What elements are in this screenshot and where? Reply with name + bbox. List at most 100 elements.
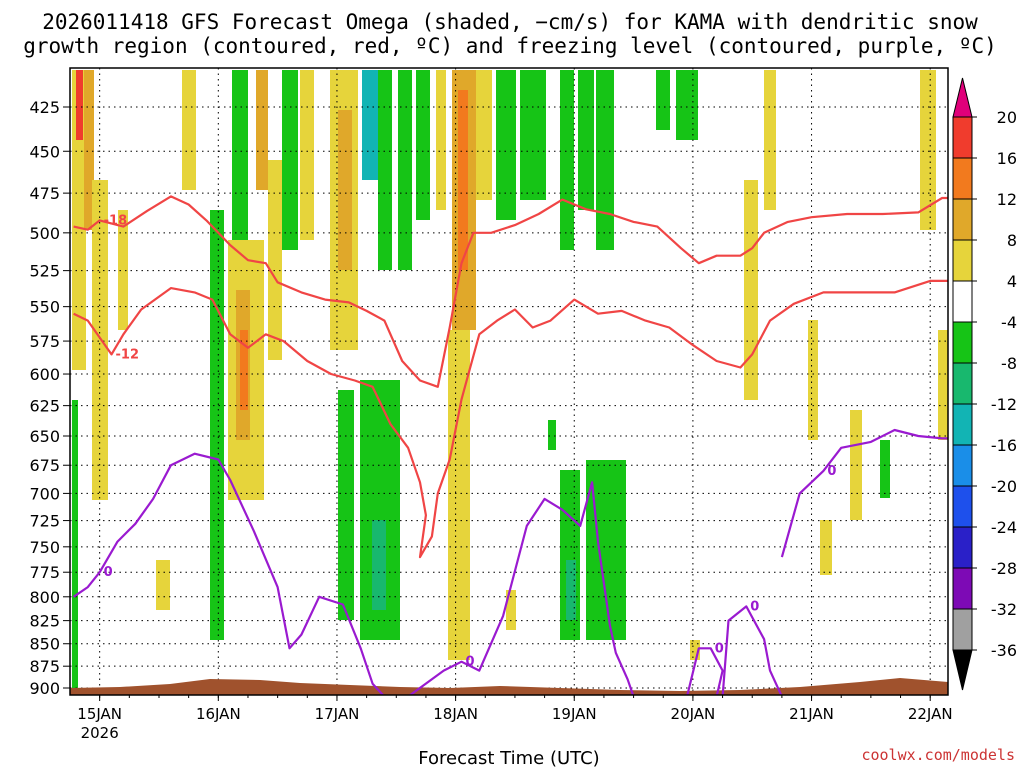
omega-shade-patch [282, 70, 298, 250]
colorbar-swatch [952, 526, 973, 569]
omega-shading [72, 70, 948, 690]
y-tick-label: 775 [29, 563, 60, 582]
omega-shade-patch [920, 70, 936, 230]
x-tick-label: 16JAN [196, 705, 241, 723]
colorbar-swatch [952, 280, 973, 323]
grid-lines [70, 68, 948, 695]
y-tick-label: 550 [29, 298, 60, 317]
colorbar-label: 16 [997, 149, 1017, 168]
y-tick-label: 800 [29, 588, 60, 607]
x-tick-label: 21JAN [789, 705, 834, 723]
contour-line [721, 605, 783, 695]
colorbar-label: 20 [997, 108, 1017, 127]
contour-line [780, 428, 948, 558]
contour-label: -12 [116, 347, 140, 362]
omega-shade-patch [764, 70, 776, 210]
y-tick-label: 750 [29, 538, 60, 557]
colorbar-label: 8 [1007, 231, 1017, 250]
omega-shade-patch [232, 70, 248, 240]
omega-shade-patch [372, 520, 386, 610]
y-tick-label: 450 [29, 142, 60, 161]
plot-frame [69, 67, 949, 696]
colorbar-swatch [952, 485, 973, 528]
colorbar-top-arrow [952, 77, 973, 118]
y-tick-label: 675 [29, 456, 60, 475]
omega-shade-patch [548, 420, 556, 450]
colorbar-swatch [952, 116, 973, 159]
omega-shade-patch [256, 70, 268, 190]
terrain-surface [70, 678, 948, 695]
omega-shade-patch [808, 320, 818, 440]
colorbar-swatch [952, 157, 973, 200]
omega-shade-patch [448, 330, 470, 660]
y-tick-label: 875 [29, 657, 60, 676]
omega-shade-patch [72, 70, 86, 370]
omega-shade-patch [476, 70, 492, 200]
chart-title-line2: growth region (contoured, red, ºC) and f… [23, 34, 997, 58]
y-tick-label: 850 [29, 635, 60, 654]
omega-shade-patch [240, 330, 248, 410]
contour-line [408, 481, 635, 695]
y-tick-label: 650 [29, 427, 60, 446]
x-tick-label: 19JAN [552, 705, 597, 723]
y-tick-label: 475 [29, 184, 60, 203]
omega-shade-patch [850, 410, 862, 520]
colorbar-label: -36 [991, 641, 1017, 660]
omega-shade-patch [210, 210, 224, 640]
colorbar-label: -16 [991, 436, 1017, 455]
credit-text: coolwx.com/models [861, 746, 1015, 764]
colorbar-swatch [952, 608, 973, 651]
omega-shade-patch [676, 70, 698, 140]
contour-line [72, 452, 385, 695]
y-tick-label: 625 [29, 397, 60, 416]
contour-label: 0 [750, 599, 759, 614]
colorbar-label: -4 [1001, 313, 1017, 332]
omega-shade-patch [416, 70, 430, 220]
omega-shade-patch [156, 560, 170, 610]
contour-label: 0 [827, 464, 836, 479]
colorbar: 20 16 12 8 4 -4 -8 -12 -16 -20 -24 -28 -32 -36 [952, 77, 1017, 691]
omega-shade-patch [566, 560, 576, 620]
y-tick-label: 575 [29, 332, 60, 351]
contour-line [686, 647, 724, 695]
omega-shade-patch [656, 70, 670, 130]
omega-shade-patch [880, 440, 890, 498]
colorbar-swatch [952, 362, 973, 405]
omega-shade-patch [496, 70, 516, 220]
colorbar-label: -32 [991, 600, 1017, 619]
colorbar-label: -24 [991, 518, 1017, 537]
contour-line [73, 279, 948, 559]
omega-shade-patch [72, 400, 78, 690]
colorbar-swatch [952, 239, 973, 282]
omega-shade-patch [118, 210, 128, 330]
x-tick-label: 18JAN [433, 705, 478, 723]
omega-shade-patch [268, 160, 282, 360]
contour-labels: -18 -12 0 0 0 0 0 [104, 213, 837, 669]
x-axis-year-label: 2026 [81, 724, 119, 742]
y-tick-label: 525 [29, 262, 60, 281]
omega-shade-patch [560, 70, 574, 250]
y-tick-label: 600 [29, 365, 60, 384]
colorbar-swatch [952, 444, 973, 487]
colorbar-label: -12 [991, 395, 1017, 414]
colorbar-label: -28 [991, 559, 1017, 578]
contour-label: 0 [715, 641, 724, 656]
contour-label: -18 [104, 213, 128, 228]
omega-shade-patch [596, 70, 614, 250]
colorbar-label: -20 [991, 477, 1017, 496]
y-tick-label: 700 [29, 484, 60, 503]
omega-shade-patch [820, 520, 832, 575]
colorbar-bottom-arrow [952, 649, 973, 691]
time-axis: 15JAN 16JAN 17JAN 18JAN 19JAN 20JAN 21JAN 22JAN [77, 695, 953, 723]
omega-shade-patch [378, 70, 392, 270]
omega-shade-patch [520, 70, 546, 200]
contour-label: 0 [104, 565, 113, 580]
colorbar-swatch [952, 403, 973, 446]
chart-title-line1: 2026011418 GFS Forecast Omega (shaded, −… [42, 10, 978, 34]
colorbar-label: 12 [997, 190, 1017, 209]
colorbar-swatch [952, 198, 973, 241]
omega-shade-patch [398, 70, 412, 270]
omega-shade-patch [84, 70, 94, 230]
omega-shade-patch [938, 330, 948, 440]
